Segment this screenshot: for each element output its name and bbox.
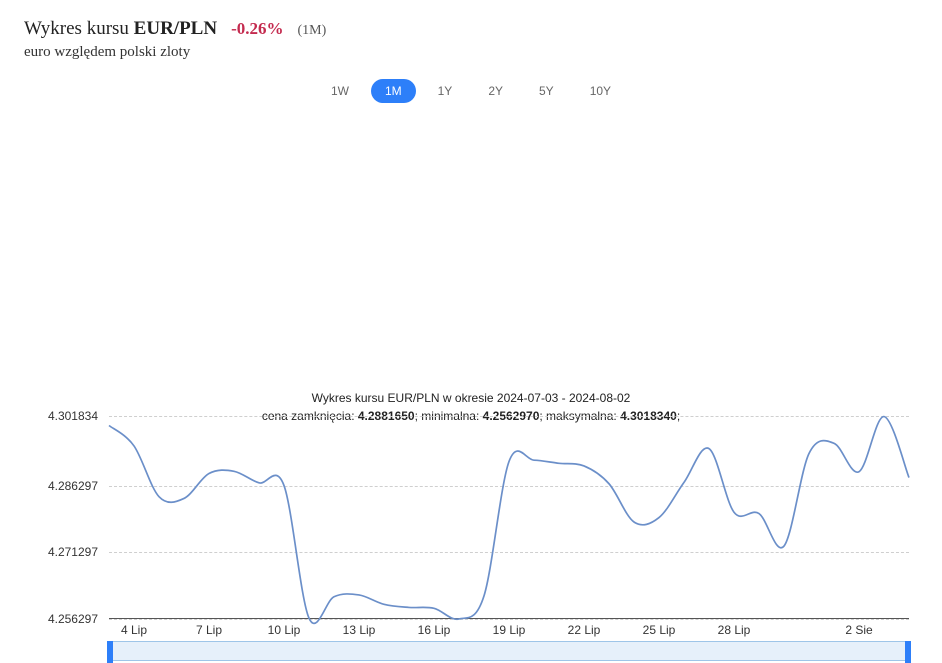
x-tick-label: 10 Lip <box>268 623 301 637</box>
y-tick-label: 4.271297 <box>48 545 98 559</box>
y-axis-labels: 4.2562974.2712974.2862974.301834 <box>24 389 104 619</box>
chart-area: 4.2562974.2712974.2862974.301834 4 Lip7 … <box>24 389 918 425</box>
tab-1m[interactable]: 1M <box>371 79 416 103</box>
x-tick-label: 7 Lip <box>196 623 222 637</box>
y-tick-label: 4.256297 <box>48 612 98 626</box>
chart-container: Wykres kursu EUR/PLN -0.26% (1M) euro wz… <box>0 0 942 433</box>
x-tick-label: 28 Lip <box>718 623 751 637</box>
tab-1y[interactable]: 1Y <box>424 79 467 103</box>
slider-handle-right[interactable] <box>905 641 911 663</box>
slider-handle-left[interactable] <box>107 641 113 663</box>
chart-title: Wykres kursu EUR/PLN <box>24 18 217 40</box>
y-tick-label: 4.301834 <box>48 409 98 423</box>
title-pair: EUR/PLN <box>134 18 217 39</box>
x-tick-label: 25 Lip <box>643 623 676 637</box>
x-tick-label: 22 Lip <box>568 623 601 637</box>
chart-subtitle: euro względem polski zloty <box>24 44 918 61</box>
tab-5y[interactable]: 5Y <box>525 79 568 103</box>
gridline <box>109 619 909 620</box>
x-tick-label: 13 Lip <box>343 623 376 637</box>
chart-line <box>109 417 909 624</box>
period-label: (1M) <box>298 23 327 39</box>
plot-area <box>109 389 909 619</box>
y-tick-label: 4.286297 <box>48 479 98 493</box>
x-tick-label: 4 Lip <box>121 623 147 637</box>
range-slider[interactable] <box>109 641 909 661</box>
title-prefix: Wykres kursu <box>24 18 134 39</box>
chart-header: Wykres kursu EUR/PLN -0.26% (1M) euro wz… <box>24 18 918 61</box>
period-tabs: 1W 1M 1Y 2Y 5Y 10Y <box>24 79 918 103</box>
x-tick-label: 19 Lip <box>493 623 526 637</box>
tab-1w[interactable]: 1W <box>317 79 363 103</box>
line-chart-svg <box>109 389 909 619</box>
title-row: Wykres kursu EUR/PLN -0.26% (1M) <box>24 18 918 40</box>
x-tick-label: 2 Sie <box>845 623 872 637</box>
x-tick-label: 16 Lip <box>418 623 451 637</box>
tab-10y[interactable]: 10Y <box>576 79 625 103</box>
pct-change: -0.26% <box>231 19 283 39</box>
tab-2y[interactable]: 2Y <box>474 79 517 103</box>
